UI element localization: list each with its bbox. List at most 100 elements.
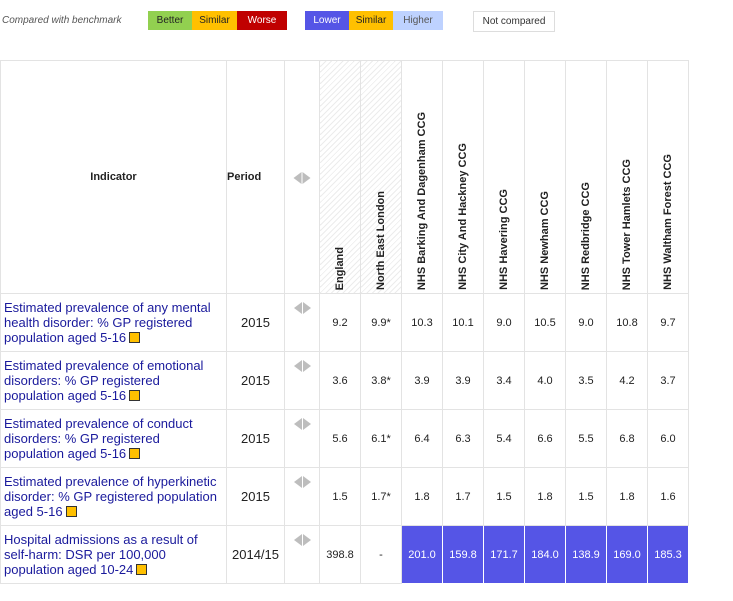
area-header-havering[interactable]: NHS Havering CCG (483, 60, 525, 294)
area-header-tower-hamlets[interactable]: NHS Tower Hamlets CCG (606, 60, 648, 294)
value-cell[interactable]: 5.5 (565, 409, 607, 468)
arrow-left-icon[interactable] (293, 534, 302, 546)
row-nav-cell[interactable] (284, 409, 320, 468)
row-nav-cell[interactable] (284, 525, 320, 584)
arrow-right-icon[interactable] (302, 418, 311, 430)
value-cell[interactable]: 10.5 (524, 293, 566, 352)
value-cell[interactable]: 398.8 (319, 525, 361, 584)
row-nav-cell[interactable] (284, 467, 320, 526)
column-nav-header[interactable] (284, 60, 320, 294)
arrow-right-icon[interactable] (302, 534, 311, 546)
value-cell[interactable]: 3.4 (483, 351, 525, 410)
area-header-england[interactable]: England (319, 60, 361, 294)
indicator-cell[interactable]: Estimated prevalence of conduct disorder… (0, 409, 227, 468)
value-cell[interactable]: 3.6 (319, 351, 361, 410)
value-cell[interactable]: 6.1* (360, 409, 402, 468)
table-row: Estimated prevalence of conduct disorder… (0, 409, 689, 468)
quality-icon[interactable] (136, 564, 148, 575)
arrow-left-icon[interactable] (293, 360, 302, 372)
area-header-waltham-forest[interactable]: NHS Waltham Forest CCG (647, 60, 689, 294)
arrow-right-icon[interactable] (302, 360, 311, 372)
value-cell[interactable]: 9.7 (647, 293, 689, 352)
arrow-left-icon[interactable] (293, 476, 302, 488)
area-header-redbridge[interactable]: NHS Redbridge CCG (565, 60, 607, 294)
value-cell[interactable]: 4.2 (606, 351, 648, 410)
indicator-cell[interactable]: Hospital admissions as a result of self-… (0, 525, 227, 584)
value-cell[interactable]: 1.5 (565, 467, 607, 526)
value-cell[interactable]: 4.0 (524, 351, 566, 410)
indicator-column-header: Indicator (0, 60, 227, 294)
value-cell[interactable]: 6.4 (401, 409, 443, 468)
value-cell[interactable]: 1.6 (647, 467, 689, 526)
quality-icon[interactable] (65, 506, 77, 517)
area-header-newham[interactable]: NHS Newham CCG (524, 60, 566, 294)
scroll-arrows[interactable] (293, 172, 311, 185)
arrow-right-icon[interactable] (302, 476, 311, 488)
quality-icon[interactable] (129, 332, 141, 343)
value-cell-lower[interactable]: 159.8 (442, 525, 484, 584)
scroll-arrows[interactable] (293, 534, 311, 546)
value-cell-lower[interactable]: 169.0 (606, 525, 648, 584)
value-cell[interactable]: 3.8* (360, 351, 402, 410)
scroll-arrows[interactable] (293, 418, 311, 430)
value-cell-lower[interactable]: 185.3 (647, 525, 689, 584)
arrow-right-icon[interactable] (302, 172, 311, 185)
area-header-barking-dagenham[interactable]: NHS Barking And Dagenham CCG (401, 60, 443, 294)
value-cell[interactable]: 1.8 (606, 467, 648, 526)
area-header-city-hackney[interactable]: NHS City And Hackney CCG (442, 60, 484, 294)
value-cell[interactable]: 1.5 (483, 467, 525, 526)
area-header-north-east-london[interactable]: North East London (360, 60, 402, 294)
row-nav-cell[interactable] (284, 293, 320, 352)
indicator-name[interactable]: Estimated prevalence of conduct disorder… (4, 416, 193, 461)
value-cell[interactable]: 5.6 (319, 409, 361, 468)
value-cell[interactable]: 1.7* (360, 467, 402, 526)
value-cell[interactable]: - (360, 525, 402, 584)
indicator-cell[interactable]: Estimated prevalence of hyperkinetic dis… (0, 467, 227, 526)
quality-icon[interactable] (129, 390, 141, 401)
value-cell[interactable]: 1.5 (319, 467, 361, 526)
value-cell[interactable]: 9.0 (565, 293, 607, 352)
legend-higher: Higher (393, 11, 443, 30)
value-cell[interactable]: 9.0 (483, 293, 525, 352)
scroll-arrows[interactable] (293, 476, 311, 488)
arrow-left-icon[interactable] (293, 302, 302, 314)
arrow-right-icon[interactable] (302, 302, 311, 314)
area-label: NHS Havering CCG (498, 189, 510, 290)
arrow-left-icon[interactable] (293, 172, 302, 185)
table-row: Hospital admissions as a result of self-… (0, 525, 689, 584)
indicator-name[interactable]: Estimated prevalence of hyperkinetic dis… (4, 474, 217, 519)
indicator-name[interactable]: Estimated prevalence of emotional disord… (4, 358, 204, 403)
value-cell[interactable]: 1.7 (442, 467, 484, 526)
value-cell[interactable]: 10.8 (606, 293, 648, 352)
scroll-arrows[interactable] (293, 302, 311, 314)
value-cell[interactable]: 6.6 (524, 409, 566, 468)
value-cell[interactable]: 3.7 (647, 351, 689, 410)
value-cell-lower[interactable]: 201.0 (401, 525, 443, 584)
value-cell[interactable]: 3.9 (442, 351, 484, 410)
row-nav-cell[interactable] (284, 351, 320, 410)
value-cell-lower[interactable]: 171.7 (483, 525, 525, 584)
indicator-cell[interactable]: Estimated prevalence of emotional disord… (0, 351, 227, 410)
value-cell[interactable]: 6.8 (606, 409, 648, 468)
value-cell[interactable]: 9.2 (319, 293, 361, 352)
quality-icon[interactable] (129, 448, 141, 459)
value-cell[interactable]: 6.3 (442, 409, 484, 468)
value-cell[interactable]: 1.8 (524, 467, 566, 526)
value-cell[interactable]: 1.8 (401, 467, 443, 526)
value-cell[interactable]: 3.5 (565, 351, 607, 410)
indicator-name[interactable]: Estimated prevalence of any mental healt… (4, 300, 211, 345)
arrow-left-icon[interactable] (293, 418, 302, 430)
value-cell-lower[interactable]: 138.9 (565, 525, 607, 584)
indicator-name[interactable]: Hospital admissions as a result of self-… (4, 532, 198, 577)
area-label: England (334, 246, 346, 290)
value-cell-lower[interactable]: 184.0 (524, 525, 566, 584)
value-cell[interactable]: 5.4 (483, 409, 525, 468)
indicator-cell[interactable]: Estimated prevalence of any mental healt… (0, 293, 227, 352)
value-cell[interactable]: 3.9 (401, 351, 443, 410)
area-label: NHS Waltham Forest CCG (662, 154, 674, 290)
value-cell[interactable]: 6.0 (647, 409, 689, 468)
scroll-arrows[interactable] (293, 360, 311, 372)
value-cell[interactable]: 10.1 (442, 293, 484, 352)
value-cell[interactable]: 9.9* (360, 293, 402, 352)
value-cell[interactable]: 10.3 (401, 293, 443, 352)
